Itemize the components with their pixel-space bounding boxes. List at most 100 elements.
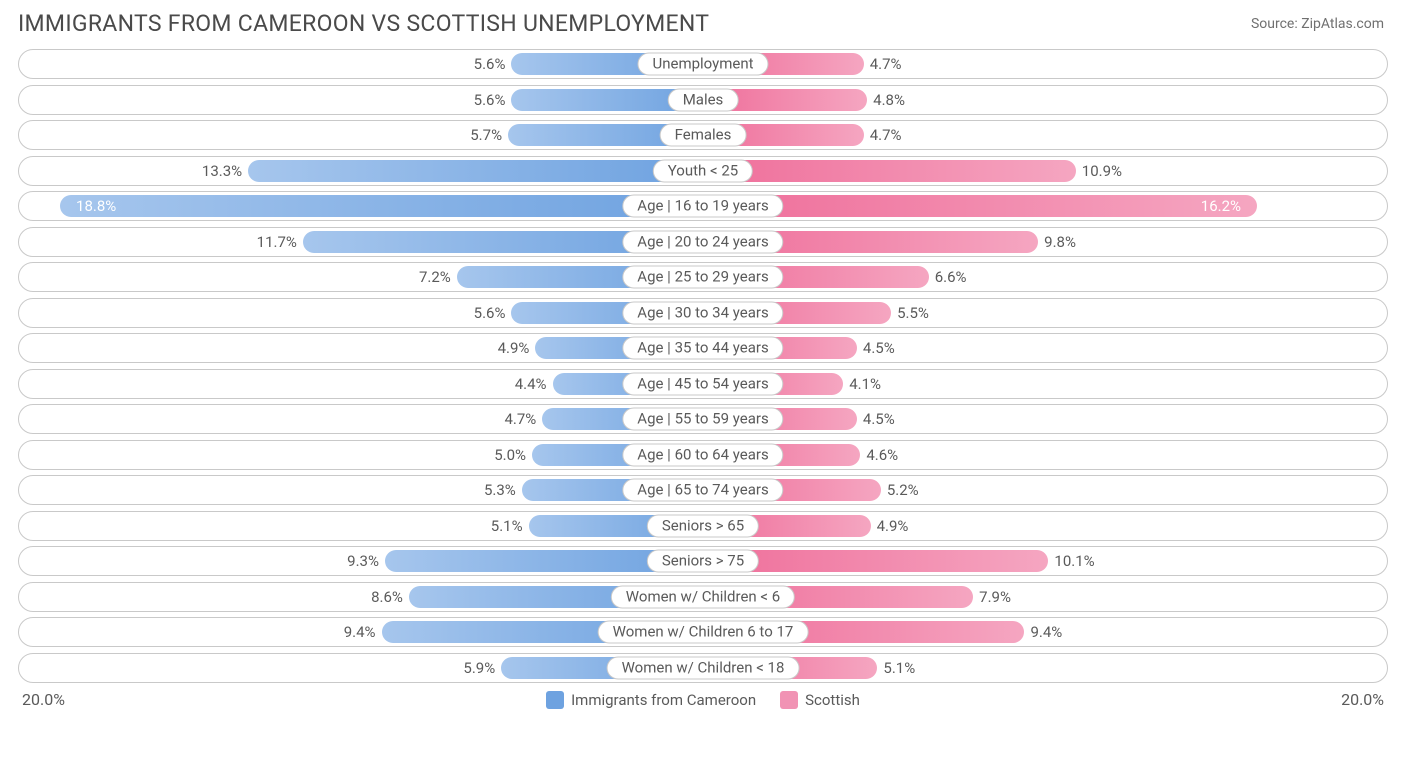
row-left-half: 5.3% bbox=[19, 476, 703, 504]
category-label: Seniors > 75 bbox=[647, 550, 759, 573]
category-label: Age | 65 to 74 years bbox=[622, 479, 783, 502]
chart-row: 9.3% 10.1% Seniors > 75 bbox=[18, 546, 1388, 576]
chart-row: 5.6% 4.7% Unemployment bbox=[18, 49, 1388, 79]
axis-max-right: 20.0% bbox=[1341, 690, 1384, 709]
category-label: Age | 16 to 19 years bbox=[622, 195, 783, 218]
legend-swatch-right bbox=[780, 691, 798, 709]
row-right-half: 4.7% bbox=[703, 50, 1387, 78]
row-right-half: 10.9% bbox=[703, 157, 1387, 185]
legend-label-left: Immigrants from Cameroon bbox=[571, 691, 756, 709]
row-right-half: 10.1% bbox=[703, 547, 1387, 575]
value-right: 7.9% bbox=[973, 588, 1017, 606]
row-right-half: 5.2% bbox=[703, 476, 1387, 504]
value-left: 18.8% bbox=[70, 197, 122, 215]
chart-row: 4.9% 4.5% Age | 35 to 44 years bbox=[18, 333, 1388, 363]
chart-header: IMMIGRANTS FROM CAMEROON VS SCOTTISH UNE… bbox=[0, 0, 1406, 45]
row-right-half: 4.1% bbox=[703, 370, 1387, 398]
row-left-half: 5.6% bbox=[19, 50, 703, 78]
category-label: Age | 20 to 24 years bbox=[622, 230, 783, 253]
row-left-half: 4.9% bbox=[19, 334, 703, 362]
value-left: 5.6% bbox=[468, 55, 512, 73]
chart-row: 5.6%4.8%Males bbox=[18, 85, 1388, 115]
value-right: 5.2% bbox=[881, 481, 925, 499]
category-label: Age | 60 to 64 years bbox=[622, 443, 783, 466]
row-left-half: 5.0% bbox=[19, 441, 703, 469]
chart-source: Source: ZipAtlas.com bbox=[1251, 16, 1384, 32]
chart-row: 18.8% 16.2% Age | 16 to 19 years bbox=[18, 191, 1388, 221]
row-right-half: 7.9% bbox=[703, 583, 1387, 611]
category-label: Unemployment bbox=[637, 53, 768, 76]
chart-row: 7.2%6.6%Age | 25 to 29 years bbox=[18, 262, 1388, 292]
chart-footer: 20.0% Immigrants from Cameroon Scottish … bbox=[0, 688, 1406, 719]
legend-label-right: Scottish bbox=[805, 691, 860, 709]
row-left-half: 4.4% bbox=[19, 370, 703, 398]
category-label: Females bbox=[660, 124, 747, 147]
value-left: 5.3% bbox=[478, 481, 522, 499]
row-left-half: 5.9% bbox=[19, 654, 703, 682]
chart-row: 11.7% 9.8% Age | 20 to 24 years bbox=[18, 227, 1388, 257]
bar-left: 18.8% bbox=[60, 195, 703, 217]
chart-row: 5.0% 4.6% Age | 60 to 64 years bbox=[18, 440, 1388, 470]
value-right: 6.6% bbox=[929, 268, 973, 286]
category-label: Youth < 25 bbox=[653, 159, 753, 182]
row-left-half: 13.3% bbox=[19, 157, 703, 185]
value-right: 10.9% bbox=[1076, 162, 1128, 180]
value-right: 4.5% bbox=[857, 339, 901, 357]
row-left-half: 9.3% bbox=[19, 547, 703, 575]
row-left-half: 18.8% bbox=[19, 192, 703, 220]
value-right: 10.1% bbox=[1048, 552, 1100, 570]
row-left-half: 5.6% bbox=[19, 299, 703, 327]
value-right: 4.5% bbox=[857, 410, 901, 428]
chart-title: IMMIGRANTS FROM CAMEROON VS SCOTTISH UNE… bbox=[18, 10, 709, 37]
row-left-half: 5.1% bbox=[19, 512, 703, 540]
value-left: 9.4% bbox=[338, 623, 382, 641]
value-right: 4.1% bbox=[843, 375, 887, 393]
row-right-half: 16.2% bbox=[703, 192, 1387, 220]
value-right: 4.7% bbox=[864, 126, 908, 144]
row-right-half: 4.5% bbox=[703, 334, 1387, 362]
value-right: 4.8% bbox=[867, 91, 911, 109]
bar-right bbox=[703, 160, 1076, 182]
chart-row: 8.6% 7.9% Women w/ Children < 6 bbox=[18, 582, 1388, 612]
chart-row: 4.7% 4.5% Age | 55 to 59 years bbox=[18, 404, 1388, 434]
value-left: 7.2% bbox=[413, 268, 457, 286]
category-label: Age | 35 to 44 years bbox=[622, 337, 783, 360]
row-right-half: 5.1% bbox=[703, 654, 1387, 682]
value-right: 4.7% bbox=[864, 55, 908, 73]
row-right-half: 5.5% bbox=[703, 299, 1387, 327]
value-left: 4.7% bbox=[498, 410, 542, 428]
chart-row: 4.4%4.1%Age | 45 to 54 years bbox=[18, 369, 1388, 399]
row-left-half: 4.7% bbox=[19, 405, 703, 433]
value-right: 5.1% bbox=[877, 659, 921, 677]
diverging-bar-chart: IMMIGRANTS FROM CAMEROON VS SCOTTISH UNE… bbox=[0, 0, 1406, 719]
value-right: 4.6% bbox=[860, 446, 904, 464]
row-right-half: 6.6% bbox=[703, 263, 1387, 291]
row-right-half: 4.6% bbox=[703, 441, 1387, 469]
value-right: 16.2% bbox=[1195, 197, 1247, 215]
value-left: 5.6% bbox=[468, 91, 512, 109]
row-left-half: 8.6% bbox=[19, 583, 703, 611]
value-left: 9.3% bbox=[341, 552, 385, 570]
chart-row: 5.9%5.1%Women w/ Children < 18 bbox=[18, 653, 1388, 683]
chart-row: 5.1%4.9%Seniors > 65 bbox=[18, 511, 1388, 541]
chart-legend: Immigrants from Cameroon Scottish bbox=[65, 691, 1341, 709]
chart-row: 9.4% 9.4% Women w/ Children 6 to 17 bbox=[18, 617, 1388, 647]
chart-row: 5.3% 5.2% Age | 65 to 74 years bbox=[18, 475, 1388, 505]
value-left: 13.3% bbox=[196, 162, 248, 180]
row-right-half: 4.9% bbox=[703, 512, 1387, 540]
value-right: 9.8% bbox=[1038, 233, 1082, 251]
axis-max-left: 20.0% bbox=[22, 690, 65, 709]
row-left-half: 7.2% bbox=[19, 263, 703, 291]
bar-left bbox=[248, 160, 703, 182]
row-left-half: 11.7% bbox=[19, 228, 703, 256]
value-right: 4.9% bbox=[871, 517, 915, 535]
row-right-half: 4.8% bbox=[703, 86, 1387, 114]
value-left: 5.0% bbox=[488, 446, 532, 464]
row-left-half: 5.6% bbox=[19, 86, 703, 114]
chart-row: 13.3% 10.9% Youth < 25 bbox=[18, 156, 1388, 186]
category-label: Women w/ Children < 6 bbox=[611, 585, 795, 608]
category-label: Age | 55 to 59 years bbox=[622, 408, 783, 431]
value-right: 9.4% bbox=[1024, 623, 1068, 641]
value-left: 5.6% bbox=[468, 304, 512, 322]
category-label: Women w/ Children 6 to 17 bbox=[598, 621, 809, 644]
